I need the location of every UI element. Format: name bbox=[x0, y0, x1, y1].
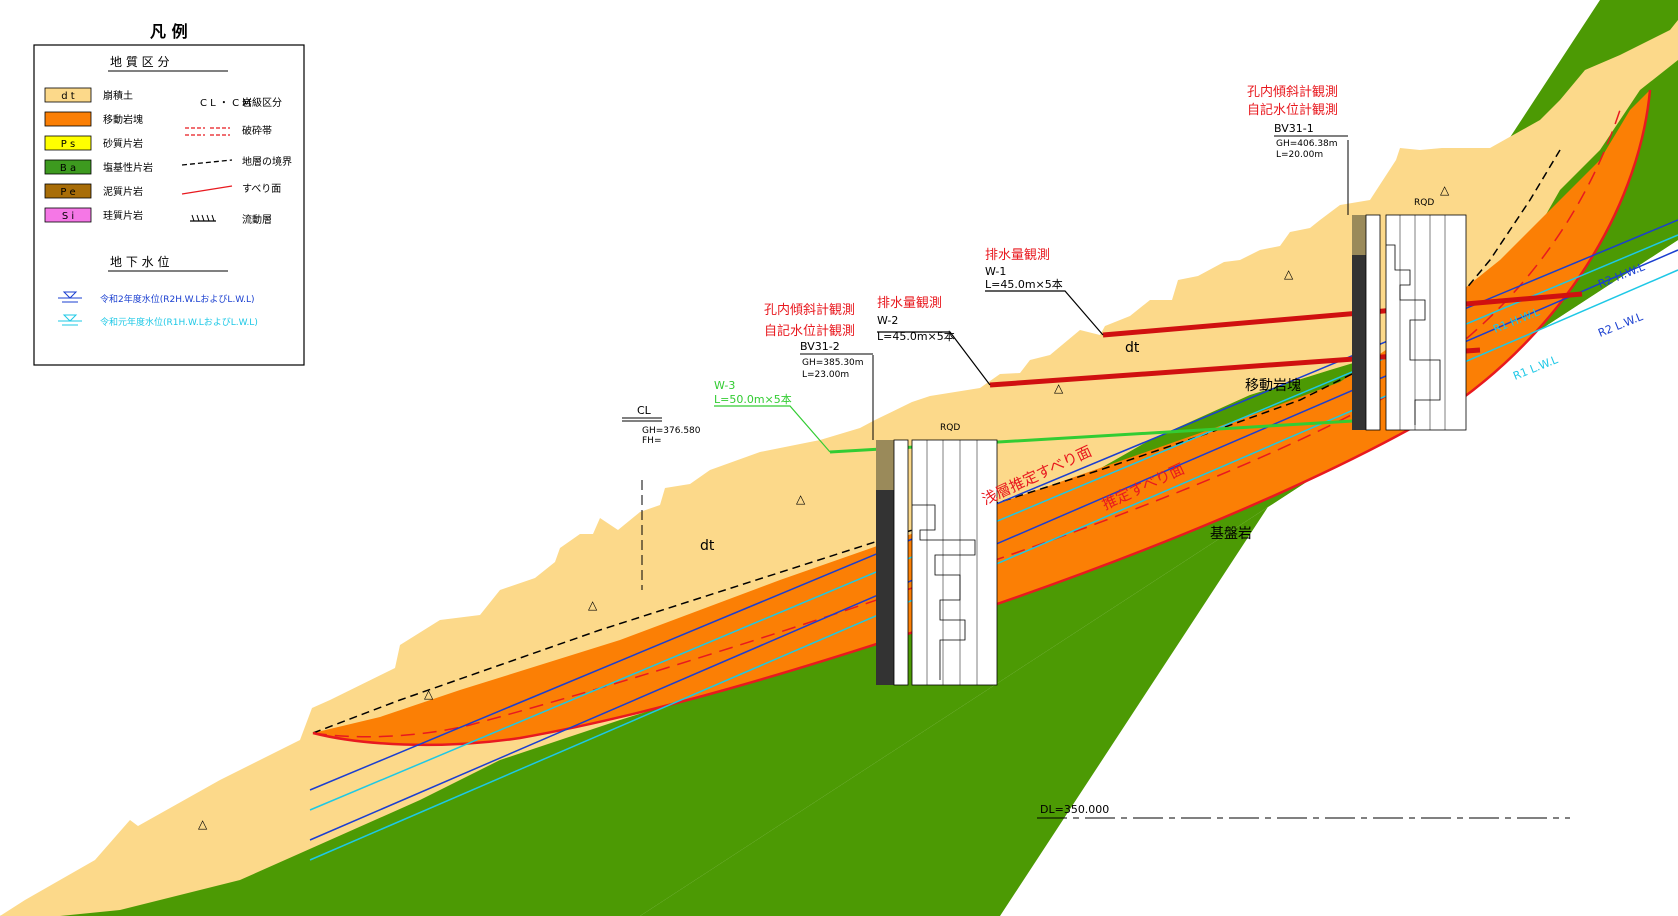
boundary-line-icon bbox=[181, 159, 233, 166]
legend-unit-label-0: 崩積土 bbox=[103, 89, 133, 102]
legend-water-r1: 令和元年度水位(R1H.W.LおよびL.W.L) bbox=[100, 316, 258, 328]
legend-title: 凡 例 bbox=[150, 22, 188, 41]
bv31-1-rqd-label: RQD bbox=[1414, 198, 1434, 208]
r2-lwl-label: R2 L.W.L bbox=[1596, 310, 1645, 340]
w1-leader bbox=[985, 290, 1104, 336]
legend-swatch-5 bbox=[44, 207, 92, 223]
fracture-zone-icon bbox=[185, 127, 230, 136]
borehole-bv31-1 bbox=[1347, 140, 1467, 431]
w1-title: 排水量観測 bbox=[985, 248, 1050, 263]
bv31-2-len: L=23.00m bbox=[802, 370, 849, 380]
legend-swatch-4 bbox=[44, 183, 92, 199]
legend-sym-label-1: 破砕帯 bbox=[242, 124, 272, 137]
w1-len: L=45.0m×5本 bbox=[985, 277, 1063, 291]
main-slip-surface bbox=[312, 89, 1652, 747]
legend-swatch-2 bbox=[44, 135, 92, 151]
bedrock-label: 基盤岩 bbox=[1210, 525, 1252, 542]
bv31-1-len: L=20.00m bbox=[1276, 150, 1323, 160]
colluvium-dt-layer bbox=[0, 20, 1678, 916]
r2-water-icon bbox=[58, 291, 82, 303]
legend-sym-label-3: すべり面 bbox=[242, 183, 281, 195]
bv31-2-gh: GH=385.30m bbox=[802, 358, 864, 368]
bv31-1-title1: 孔内傾斜計観測 bbox=[1247, 84, 1338, 100]
bv31-1-gh: GH=406.38m bbox=[1276, 139, 1338, 149]
legend-unit-label-5: 珪質片岩 bbox=[103, 209, 143, 222]
bv31-1-title2: 自記水位計観測 bbox=[1247, 102, 1338, 118]
triangle-marker: △ bbox=[1284, 267, 1294, 281]
legend-sym-label-2: 地層の境界 bbox=[242, 155, 292, 168]
triangle-marker: △ bbox=[198, 817, 208, 831]
legend-geology-header: 地 質 区 分 bbox=[110, 54, 169, 69]
slip-line-icon bbox=[181, 185, 233, 195]
drain-w1 bbox=[1102, 291, 1583, 338]
legend-sym-label-4: 流動層 bbox=[242, 213, 272, 226]
legend-swatch-code-3: B a bbox=[60, 163, 76, 174]
bedrock-layer-main bbox=[0, 40, 1678, 916]
legend-swatch-code-0: d t bbox=[61, 91, 75, 102]
moving-rock-block bbox=[313, 90, 1650, 745]
legend-swatch-code-5: S i bbox=[62, 211, 74, 222]
legend-unit-label-3: 塩基性片岩 bbox=[103, 161, 153, 174]
bv31-2-title1: 孔内傾斜計観測 bbox=[764, 302, 855, 318]
triangle-marker: △ bbox=[1054, 381, 1064, 395]
r1-lwl-label: R1 L.W.L bbox=[1511, 353, 1560, 383]
cl-fh: FH= bbox=[642, 436, 662, 446]
borehole-bv31-2 bbox=[872, 355, 998, 686]
legend-sym-label-0: 岩級区分 bbox=[242, 96, 282, 109]
legend-water-r2: 令和2年度水位(R2H.W.LおよびL.W.L) bbox=[100, 293, 255, 305]
w2-title: 排水量観測 bbox=[877, 296, 942, 311]
legend-swatch-1 bbox=[44, 111, 92, 127]
legend-sym-code: C L ・ C M bbox=[200, 98, 251, 109]
w3-name: W-3 bbox=[714, 379, 735, 392]
w1-name: W-1 bbox=[985, 265, 1006, 278]
r1-water-icon bbox=[58, 314, 82, 326]
legend-unit-label-4: 泥質片岩 bbox=[103, 185, 143, 198]
legend-swatch-code-4: P e bbox=[60, 187, 75, 198]
triangle-marker: △ bbox=[424, 687, 434, 701]
legend-unit-label-1: 移動岩塊 bbox=[103, 113, 143, 126]
triangle-marker: △ bbox=[1440, 183, 1450, 197]
bv31-2-rqd-label: RQD bbox=[940, 423, 960, 433]
shallow-slip-surface bbox=[312, 109, 1621, 738]
legend-water-header: 地 下 水 位 bbox=[110, 254, 169, 269]
w3-leader bbox=[714, 405, 831, 453]
legend-swatch-0 bbox=[44, 87, 92, 103]
moving-block-label: 移動岩塊 bbox=[1245, 378, 1301, 394]
cl-label: CL bbox=[637, 404, 652, 417]
dl-label: DL=350.000 bbox=[1040, 803, 1109, 816]
cl-gh: GH=376.580 bbox=[642, 426, 701, 436]
bv31-2-title2: 自記水位計観測 bbox=[764, 323, 855, 339]
w2-len: L=45.0m×5本 bbox=[877, 329, 955, 343]
triangle-marker: △ bbox=[796, 492, 806, 506]
legend-swatch-3 bbox=[44, 159, 92, 175]
legend-unit-label-2: 砂質片岩 bbox=[103, 137, 143, 150]
bv31-2-name: BV31-2 bbox=[800, 340, 840, 353]
w3-len: L=50.0m×5本 bbox=[714, 392, 792, 406]
dt-label-lower: dt bbox=[700, 538, 715, 554]
legend-swatch-code-2: P s bbox=[61, 139, 75, 150]
dt-label-upper: dt bbox=[1125, 340, 1140, 356]
w2-leader bbox=[877, 331, 991, 386]
triangle-marker: △ bbox=[588, 598, 598, 612]
w2-name: W-2 bbox=[877, 314, 898, 327]
bv31-1-name: BV31-1 bbox=[1274, 122, 1314, 135]
flow-layer-icon bbox=[190, 214, 216, 222]
